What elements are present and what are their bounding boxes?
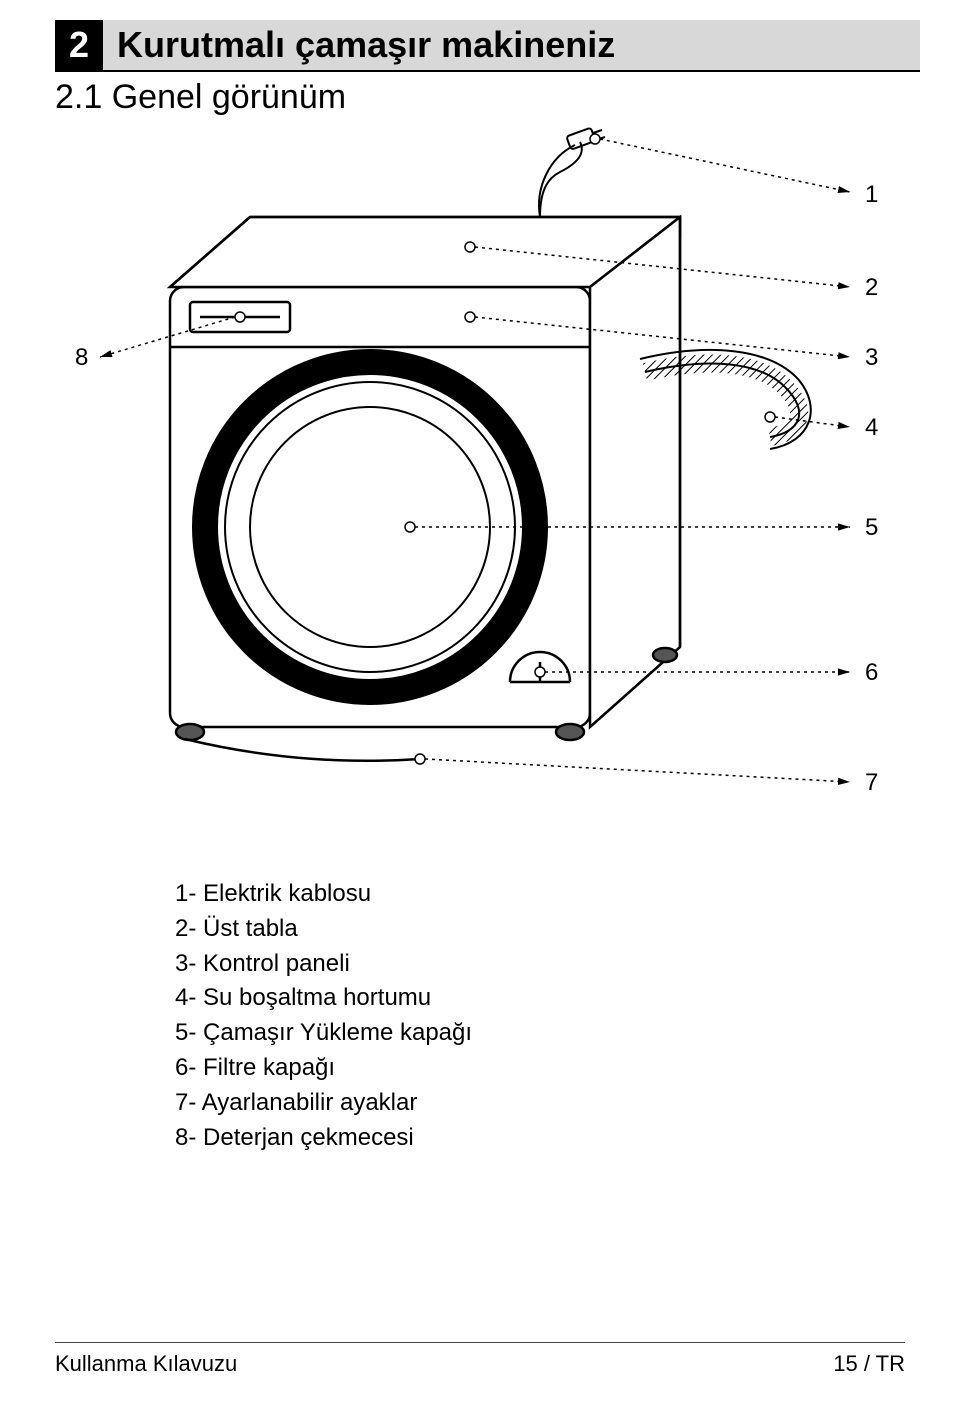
section-number: 2 (69, 24, 89, 66)
footer-left: Kullanma Kılavuzu (55, 1351, 237, 1377)
page-footer: Kullanma Kılavuzu 15 / TR (55, 1342, 905, 1377)
legend: 1- Elektrik kablosu 2- Üst tabla 3- Kont… (175, 877, 960, 1155)
callout-n4: 4 (865, 414, 878, 441)
page: 2 Kurutmalı çamaşır makineniz 2.1 Genel … (0, 20, 960, 1417)
legend-item-1: 1- Elektrik kablosu (175, 877, 960, 912)
section-title: Kurutmalı çamaşır makineniz (117, 24, 615, 66)
section-title-box: Kurutmalı çamaşır makineniz (103, 20, 629, 70)
legend-item-4: 4- Su boşaltma hortumu (175, 981, 960, 1016)
callout-n6: 6 (865, 659, 878, 686)
subsection-title: 2.1 Genel görünüm (55, 78, 960, 117)
section-number-box: 2 (55, 20, 103, 70)
callout-n5: 5 (865, 514, 878, 541)
legend-item-3: 3- Kontrol paneli (175, 947, 960, 982)
section-header: 2 Kurutmalı çamaşır makineniz (55, 20, 920, 72)
washer-body (170, 217, 680, 761)
callout-n3: 3 (865, 344, 878, 371)
callout-n1: 1 (865, 181, 878, 208)
footer-right: 15 / TR (833, 1351, 905, 1377)
legend-item-2: 2- Üst tabla (175, 912, 960, 947)
callout-n2: 2 (865, 274, 878, 301)
legend-item-8: 8- Deterjan çekmecesi (175, 1121, 960, 1156)
callout-n8: 8 (75, 344, 88, 371)
legend-item-5: 5- Çamaşır Yükleme kapağı (175, 1016, 960, 1051)
legend-item-6: 6- Filtre kapağı (175, 1051, 960, 1086)
callout-n7: 7 (865, 769, 878, 796)
legend-item-7: 7- Ayarlanabilir ayaklar (175, 1086, 960, 1121)
washer-diagram: 1 2 3 4 5 6 7 8 (40, 127, 920, 847)
